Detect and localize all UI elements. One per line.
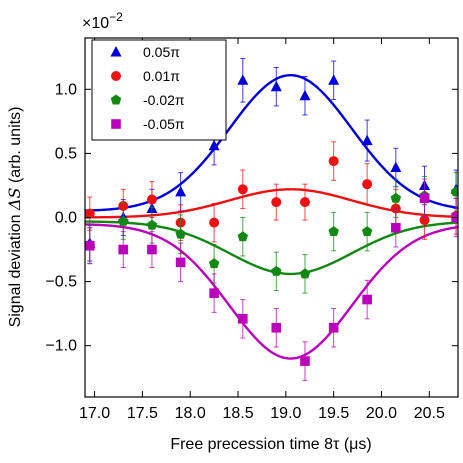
plot-frame bbox=[84, 37, 459, 398]
data-point-series-0 bbox=[361, 134, 373, 146]
data-point-series-3 bbox=[391, 222, 401, 233]
data-point-series-0 bbox=[328, 74, 340, 85]
data-point-series-2 bbox=[390, 192, 402, 203]
data-point-series-1 bbox=[209, 217, 220, 228]
y-tick-label: −0.5 bbox=[45, 274, 77, 291]
data-point-series-3 bbox=[328, 322, 339, 333]
data-point-series-0 bbox=[270, 80, 282, 92]
data-point-series-3 bbox=[175, 257, 186, 268]
data-point-series-1 bbox=[85, 208, 95, 219]
legend-label-1: 0.01π bbox=[143, 68, 180, 84]
data-point-series-0 bbox=[299, 89, 311, 101]
x-tick-label: 20.0 bbox=[366, 405, 397, 422]
y-axis-label: Signal deviation ΔS (arb. units) bbox=[5, 107, 24, 328]
x-tick-label: 18.5 bbox=[222, 405, 253, 422]
y-tick-label: 0.5 bbox=[55, 145, 77, 162]
data-point-series-2 bbox=[146, 219, 158, 230]
data-point-series-0 bbox=[390, 161, 402, 172]
data-point-series-2 bbox=[328, 226, 339, 237]
data-point-series-1 bbox=[237, 184, 248, 195]
data-point-series-3 bbox=[118, 244, 129, 255]
legend-marker-1 bbox=[111, 71, 121, 81]
data-point-series-2 bbox=[271, 265, 282, 276]
legend-marker-0 bbox=[110, 46, 122, 57]
data-point-series-2 bbox=[299, 268, 311, 279]
data-point-series-1 bbox=[328, 156, 339, 167]
legend-marker-2 bbox=[110, 94, 122, 105]
data-point-series-2 bbox=[175, 228, 186, 239]
x-tick-label: 20.5 bbox=[414, 405, 445, 422]
data-point-series-1 bbox=[362, 179, 373, 190]
legend-marker-3 bbox=[111, 119, 121, 129]
x-tick-label: 17.5 bbox=[127, 405, 158, 422]
data-point-series-3 bbox=[300, 356, 310, 366]
data-point-series-3 bbox=[419, 193, 430, 204]
data-point-series-3 bbox=[147, 244, 157, 255]
data-point-series-3 bbox=[209, 288, 219, 298]
data-point-series-0 bbox=[208, 139, 220, 151]
data-point-series-2 bbox=[450, 186, 458, 197]
data-point-series-3 bbox=[362, 294, 372, 305]
data-point-series-0 bbox=[237, 74, 249, 85]
data-point-series-1 bbox=[271, 197, 282, 208]
y-multiplier: ×10−2 bbox=[82, 10, 123, 32]
data-point-series-2 bbox=[361, 226, 373, 237]
data-point-series-1 bbox=[299, 197, 310, 208]
data-point-series-2 bbox=[208, 258, 220, 269]
y-tick-label: 0.0 bbox=[55, 210, 77, 227]
data-point-series-3 bbox=[85, 240, 95, 251]
x-axis-label: Free precession time 8τ (μs) bbox=[170, 436, 371, 453]
data-point-series-3 bbox=[238, 313, 248, 324]
legend-label-3: -0.05π bbox=[143, 116, 185, 132]
x-tick-label: 19.5 bbox=[318, 405, 349, 422]
y-tick-label: −1.0 bbox=[45, 338, 77, 355]
data-point-series-2 bbox=[237, 231, 249, 242]
legend-label-2: -0.02π bbox=[143, 92, 185, 108]
x-tick-label: 19.0 bbox=[270, 405, 301, 422]
data-point-series-1 bbox=[146, 194, 157, 205]
fit-curve-3 bbox=[85, 223, 458, 360]
y-tick-label: 1.0 bbox=[55, 81, 77, 98]
x-tick-label: 17.0 bbox=[79, 405, 110, 422]
x-tick-label: 18.0 bbox=[175, 405, 206, 422]
legend-label-0: 0.05π bbox=[143, 44, 180, 60]
data-point-series-3 bbox=[271, 322, 282, 333]
data-point-series-2 bbox=[118, 215, 129, 226]
data-point-series-0 bbox=[175, 185, 187, 197]
